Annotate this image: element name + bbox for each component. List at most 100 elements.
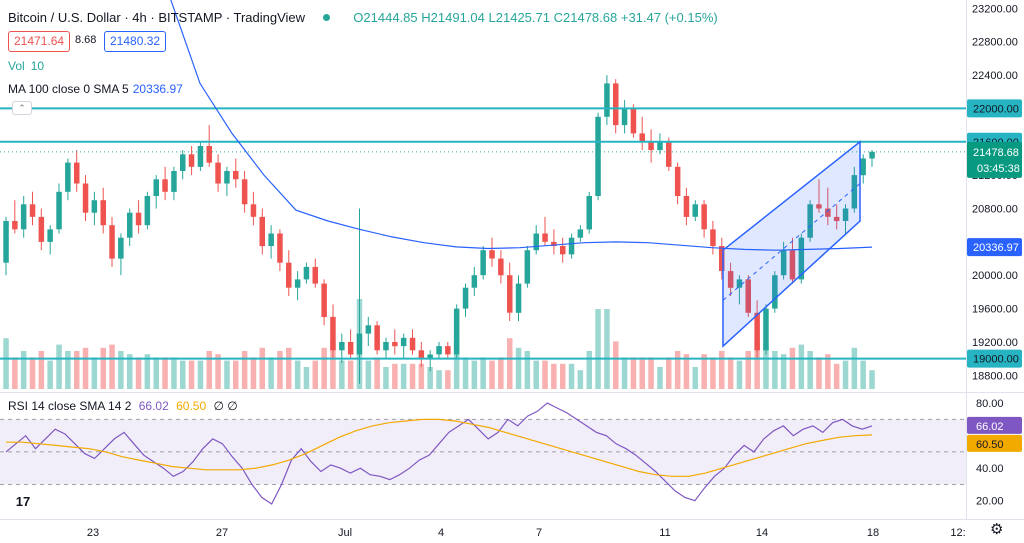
ohlc-values: O21444.85 H21491.04 L21425.71 C21478.68 … <box>353 10 717 25</box>
volume-bar <box>780 354 787 389</box>
level-price-tag <box>967 349 1022 368</box>
ma-value: 20336.97 <box>132 82 183 96</box>
candle-body <box>825 208 831 217</box>
volume-label: Vol <box>8 59 25 73</box>
rsi-tick-label: 20.00 <box>976 496 1004 508</box>
candle-body <box>692 204 698 217</box>
volume-bar <box>374 357 380 389</box>
volume-bar <box>453 341 460 389</box>
candle-body <box>383 342 389 351</box>
rsi-hidden-icons: ∅ ∅ <box>213 399 238 413</box>
candle-body <box>780 250 787 276</box>
platform-label: TradingView <box>233 10 306 25</box>
volume-bar <box>515 347 522 389</box>
volume-bar <box>268 357 274 389</box>
volume-bar <box>736 360 743 389</box>
candle-body <box>816 204 822 209</box>
gear-icon[interactable]: ⚙ <box>990 521 1004 538</box>
volume-bar <box>224 360 230 389</box>
volume-bar <box>445 370 451 389</box>
ma-price-tag <box>967 238 1022 257</box>
candle-body <box>560 246 566 255</box>
candle-body <box>250 204 257 217</box>
volume-bar <box>842 360 849 389</box>
spread-value: 8.68 <box>75 34 97 46</box>
candle-body <box>339 342 345 351</box>
collapse-legend-button[interactable]: ⌃ <box>12 101 32 115</box>
candle-body <box>851 175 858 209</box>
price-tick-label: 22400.00 <box>972 70 1018 82</box>
candle-body <box>233 171 239 180</box>
volume-bar <box>47 360 53 389</box>
price-tick-label: 19600.00 <box>972 304 1018 316</box>
candle-body <box>453 308 460 355</box>
candle-body <box>180 154 186 171</box>
volume-bar <box>162 357 168 389</box>
rsi-tick-label: 80.00 <box>976 398 1004 410</box>
level-price-label: 19000.00 <box>973 354 1019 366</box>
candle-body <box>65 162 71 192</box>
volume-legend[interactable]: Vol 10 <box>8 59 44 73</box>
candle-body <box>613 83 619 126</box>
change-value: +31.47 (+0.15%) <box>620 10 718 25</box>
volume-bar <box>312 360 318 389</box>
close-value: 21478.68 <box>563 10 618 25</box>
candle-body <box>91 200 98 213</box>
volume-bar <box>409 363 416 389</box>
candle-body <box>109 225 115 259</box>
candle-body <box>533 233 539 251</box>
volume-bar <box>727 357 734 389</box>
volume-bar <box>180 360 186 389</box>
volume-bar <box>763 344 769 389</box>
volume-bar <box>604 309 610 389</box>
volume-bar <box>586 351 592 389</box>
candle-body <box>330 316 336 351</box>
candle-body <box>427 354 433 359</box>
candle-body <box>153 179 159 196</box>
candle-body <box>268 233 274 246</box>
buy-button[interactable]: 21480.32 <box>104 31 167 52</box>
candle-body <box>727 271 734 288</box>
volume-bar <box>851 347 858 389</box>
volume-bar <box>745 351 751 389</box>
candle-body <box>400 337 407 347</box>
symbol-name[interactable]: Bitcoin / U.S. Dollar <box>8 10 121 25</box>
volume-bar <box>188 360 195 389</box>
interval-label[interactable]: 4h <box>132 10 147 25</box>
volume-bar <box>551 363 557 389</box>
volume-value: 10 <box>30 59 45 73</box>
rsi-label: RSI 14 close SMA 14 2 <box>8 399 132 413</box>
volume-bar <box>339 360 345 389</box>
candle-body <box>303 266 310 280</box>
time-tick-label: 12: <box>950 527 965 539</box>
volume-bar <box>471 360 478 389</box>
ma-legend[interactable]: MA 100 close 0 SMA 5 20336.97 <box>8 82 183 96</box>
candle-body <box>365 325 372 334</box>
volume-bar <box>65 351 71 389</box>
candle-body <box>754 312 760 351</box>
candle-body <box>144 196 151 226</box>
candle-body <box>710 229 716 247</box>
time-tick-label: 4 <box>438 527 444 539</box>
candle-body <box>798 237 805 280</box>
candle-body <box>20 204 27 230</box>
candle-body <box>772 275 778 309</box>
tradingview-logo-icon[interactable]: 17 <box>8 493 38 511</box>
high-label: H <box>421 10 431 25</box>
volume-bar <box>427 367 433 389</box>
candle-body <box>674 166 681 196</box>
volume-bar <box>365 360 372 389</box>
volume-bar <box>38 351 45 389</box>
sell-button[interactable]: 21471.64 <box>8 31 71 52</box>
volume-bar <box>215 354 221 389</box>
candle-body <box>56 191 62 230</box>
rsi-legend[interactable]: RSI 14 close SMA 14 2 66.02 60.50 ∅ ∅ <box>8 399 238 413</box>
volume-bar <box>259 347 265 389</box>
volume-bar <box>754 338 760 389</box>
candle-body <box>498 258 504 276</box>
volume-bar <box>498 357 504 389</box>
candle-body <box>551 241 557 247</box>
market-status-icon <box>322 14 330 21</box>
